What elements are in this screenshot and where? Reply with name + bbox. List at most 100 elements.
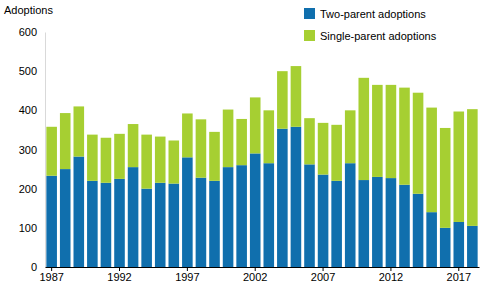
legend-label: Two-parent adoptions <box>320 8 426 20</box>
bar <box>60 169 71 267</box>
x-tick: 1987 <box>39 267 63 283</box>
bar <box>196 119 207 177</box>
legend: Two-parent adoptions Single-parent adopti… <box>304 8 437 42</box>
bar <box>386 178 397 267</box>
x-tick-label: 2017 <box>447 271 471 283</box>
bar <box>453 222 464 267</box>
x-tick-label: 1987 <box>39 271 63 283</box>
bar <box>331 125 342 181</box>
bar <box>73 157 84 267</box>
x-tick-mark <box>119 267 120 271</box>
bar <box>250 153 261 267</box>
bar <box>236 119 247 165</box>
y-tick: 500 <box>19 65 45 77</box>
y-tick-label: 500 <box>19 65 37 77</box>
y-tick-label: 600 <box>19 26 37 38</box>
y-tick: 400 <box>19 104 45 116</box>
bar <box>467 109 478 226</box>
bar <box>87 181 98 267</box>
bar <box>128 124 139 167</box>
bar <box>263 163 274 267</box>
x-tick-mark <box>323 267 324 271</box>
bar <box>46 176 57 267</box>
bars <box>46 66 477 267</box>
x-tick-label: 2007 <box>311 271 335 283</box>
bar <box>399 88 410 185</box>
x-tick-mark <box>390 267 391 271</box>
bar <box>209 132 220 181</box>
x-tick-label: 2002 <box>243 271 267 283</box>
bar <box>372 177 383 267</box>
y-axis-line <box>45 33 46 268</box>
bar <box>372 85 383 177</box>
y-tick-label: 200 <box>19 183 37 195</box>
bar <box>155 183 166 267</box>
bar <box>114 134 125 179</box>
bar <box>128 167 139 267</box>
bar <box>277 71 288 129</box>
bar <box>168 140 179 183</box>
bar <box>101 183 112 267</box>
y-tick-label: 300 <box>19 144 37 156</box>
x-tick: 2017 <box>447 267 471 283</box>
bar <box>318 175 329 267</box>
bar <box>399 185 410 267</box>
bar <box>426 212 437 267</box>
x-axis-line <box>46 267 480 268</box>
bar <box>413 93 424 194</box>
x-tick-label: 2012 <box>379 271 403 283</box>
y-tick-label: 0 <box>31 261 37 273</box>
bar <box>291 127 302 267</box>
bar <box>114 179 125 267</box>
y-tick-label: 100 <box>19 222 37 234</box>
bar <box>304 164 315 267</box>
bar <box>304 118 315 164</box>
x-axis: 1987 1992 1997 2002 2007 2012 2017 <box>39 267 479 283</box>
legend-label: Single-parent adoptions <box>320 30 437 42</box>
bar <box>277 129 288 267</box>
bar <box>250 97 261 153</box>
bar <box>467 226 478 267</box>
y-tick: 200 <box>19 183 45 195</box>
y-axis: 0 100 200 300 400 500 600 <box>19 26 46 273</box>
bar <box>331 181 342 267</box>
bar <box>263 110 274 163</box>
legend-swatch <box>304 30 315 41</box>
bar <box>223 167 234 267</box>
bar <box>358 78 369 180</box>
y-tick: 100 <box>19 222 45 234</box>
bar <box>291 66 302 127</box>
bar <box>60 113 71 169</box>
x-tick: 2002 <box>243 267 267 283</box>
legend-swatch <box>304 8 315 19</box>
y-tick: 300 <box>19 144 45 156</box>
x-tick-mark <box>458 267 459 271</box>
y-axis-title: Adoptions <box>4 4 53 16</box>
bar <box>73 106 84 156</box>
bar <box>223 110 234 168</box>
x-tick-label: 1992 <box>107 271 131 283</box>
bar <box>87 135 98 181</box>
x-tick-mark <box>255 267 256 271</box>
bar <box>101 138 112 183</box>
bar <box>168 184 179 267</box>
x-tick-label: 1997 <box>175 271 199 283</box>
x-tick-mark <box>51 267 52 271</box>
bar <box>318 123 329 175</box>
y-tick-label: 400 <box>19 104 37 116</box>
bar <box>209 181 220 267</box>
bar <box>196 178 207 267</box>
bar <box>236 165 247 267</box>
bar <box>426 108 437 213</box>
bar <box>345 110 356 163</box>
bar <box>358 180 369 267</box>
bar <box>440 228 451 267</box>
y-tick: 600 <box>19 26 45 38</box>
bar <box>386 85 397 178</box>
bar <box>440 128 451 228</box>
bar <box>46 127 57 176</box>
series-bars <box>46 66 477 228</box>
bar <box>182 157 193 267</box>
bar <box>413 194 424 267</box>
bar <box>141 135 152 189</box>
